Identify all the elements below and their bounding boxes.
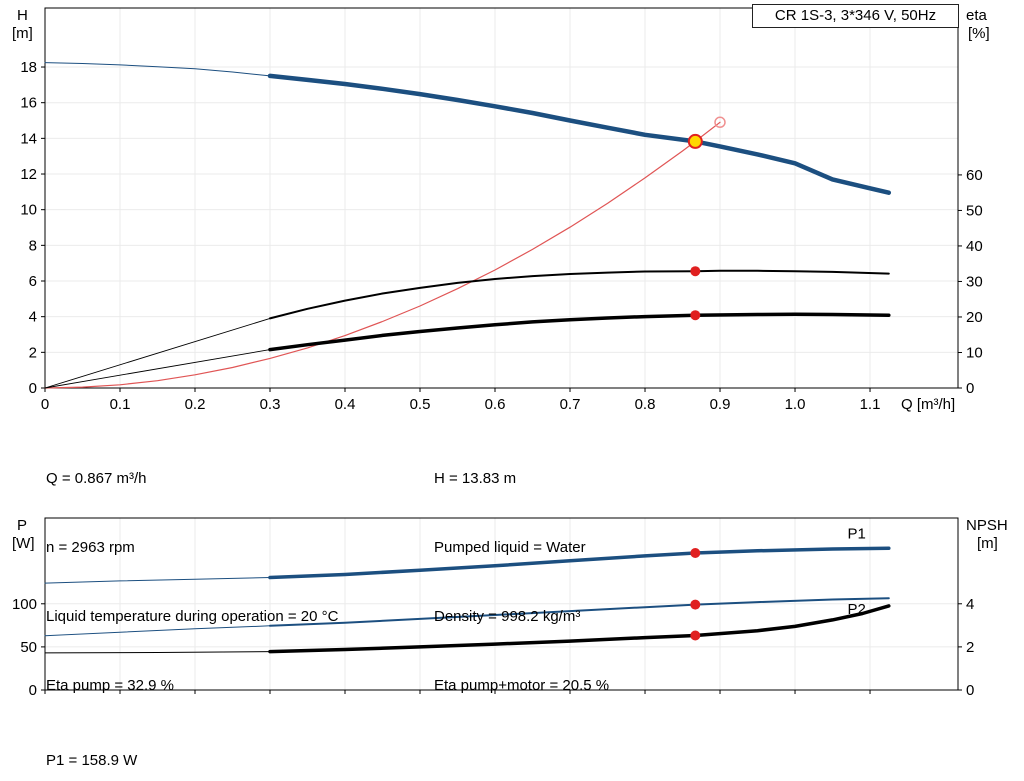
series-hq-curve-extension [44,62,271,77]
svg-text:Q [m³/h]: Q [m³/h] [901,396,955,413]
info-eta-pump: Eta pump = 32.9 % [46,677,174,694]
pump-title-box: CR 1S-3, 3*346 V, 50Hz [752,4,959,28]
duty-info-right-column: H = 13.83 m Pumped liquid = Water Densit… [434,421,609,743]
series-label-p2: P2 [848,601,866,618]
svg-text:16: 16 [20,95,37,112]
info-speed: n = 2963 rpm [46,539,135,556]
svg-text:0.7: 0.7 [560,396,581,413]
duty-dot-marker [690,310,701,321]
svg-text:10: 10 [966,344,983,361]
series-p2-extension [44,625,271,637]
svg-text:0.5: 0.5 [410,396,431,413]
svg-text:1.0: 1.0 [785,396,806,413]
svg-text:40: 40 [966,238,983,255]
series-label-p1: P1 [848,525,866,542]
info-p1: P1 = 158.9 W [46,752,138,769]
svg-text:18: 18 [20,59,37,76]
power-npsh-chart: 0 50 100 0 2 4 P[W] NPSH[m] P1 P2 [12,517,1008,699]
svg-text:[m]: [m] [977,535,998,552]
series-p2-curve [269,597,890,627]
series-p1-extension [44,577,271,584]
svg-text:H: H [17,7,28,24]
svg-text:[m]: [m] [12,25,33,42]
svg-text:[W]: [W] [12,535,35,552]
svg-text:50: 50 [966,202,983,219]
svg-text:10: 10 [20,202,37,219]
svg-text:0: 0 [966,682,974,699]
svg-text:eta: eta [966,7,988,24]
series-hq-curve [267,73,892,195]
info-liquid-temperature: Liquid temperature during operation = 20… [46,608,339,625]
series-eta-pump-extension [44,317,271,389]
plot-frame [44,7,959,389]
svg-text:6: 6 [29,273,37,290]
series-p1-curve [268,546,891,580]
gridlines [45,8,958,388]
series-eta-pump-motor-extension [44,349,271,389]
info-density: Density = 998.2 kg/m³ [434,608,581,625]
axis-labels: 0 50 100 0 2 4 P[W] NPSH[m] [12,517,1008,699]
duty-dot-marker [690,630,701,641]
svg-text:0: 0 [966,380,974,397]
hq-eta-chart: 0 0.1 0.2 0.3 0.4 0.5 0.6 0.7 0.8 0.9 1.0 1.1 0 2 4 6 8 1… [12,7,990,413]
svg-text:0.6: 0.6 [485,396,506,413]
svg-text:0: 0 [29,682,37,699]
svg-text:4: 4 [29,309,37,326]
svg-text:1.1: 1.1 [860,396,881,413]
duty-dot-marker [690,266,701,277]
axis-ticks [41,603,962,694]
svg-text:4: 4 [966,596,974,613]
svg-text:50: 50 [20,639,37,656]
info-flow: Q = 0.867 m³/h [46,470,147,487]
svg-text:2: 2 [29,344,37,361]
svg-text:0.3: 0.3 [260,396,281,413]
svg-text:0.9: 0.9 [710,396,731,413]
series-npsh-extension [44,651,271,654]
duty-point-marker [687,133,703,149]
svg-text:100: 100 [12,596,37,613]
series-eta-pump-curve [269,269,890,320]
axis-ticks [41,66,962,392]
svg-text:0.8: 0.8 [635,396,656,413]
svg-text:60: 60 [966,167,983,184]
system-curve-end-marker [714,116,726,129]
duty-info-left-column: Q = 0.867 m³/h n = 2963 rpm Liquid tempe… [46,421,338,743]
info-pumped-liquid: Pumped liquid = Water [434,539,586,556]
svg-text:0.4: 0.4 [335,396,356,413]
series-eta-pump-motor-curve [268,312,891,352]
info-eta-pump-motor: Eta pump+motor = 20.5 % [434,677,610,694]
svg-text:0: 0 [29,380,37,397]
svg-text:8: 8 [29,237,37,254]
info-head: H = 13.83 m [434,470,517,487]
svg-text:2: 2 [966,639,974,656]
svg-text:30: 30 [966,273,983,290]
svg-text:P: P [17,517,27,534]
duty-dot-marker [690,548,701,558]
svg-text:NPSH: NPSH [966,517,1008,534]
svg-text:20: 20 [966,309,983,326]
svg-text:12: 12 [20,166,37,183]
svg-text:0: 0 [41,396,49,413]
axis-labels: 0 0.1 0.2 0.3 0.4 0.5 0.6 0.7 0.8 0.9 1.0 1.1 0 2 4 6 8 1… [12,7,990,413]
series-system-curve [44,121,721,389]
svg-text:14: 14 [20,130,37,147]
svg-text:0.2: 0.2 [185,396,206,413]
svg-text:0.1: 0.1 [110,396,131,413]
power-info-column: P1 = 158.9 W P2 = 99.04 W NPSH = 2.53 m [46,703,151,781]
series-npsh-curve [268,604,891,654]
duty-dot-marker [690,599,701,610]
svg-text:[%]: [%] [968,25,990,42]
